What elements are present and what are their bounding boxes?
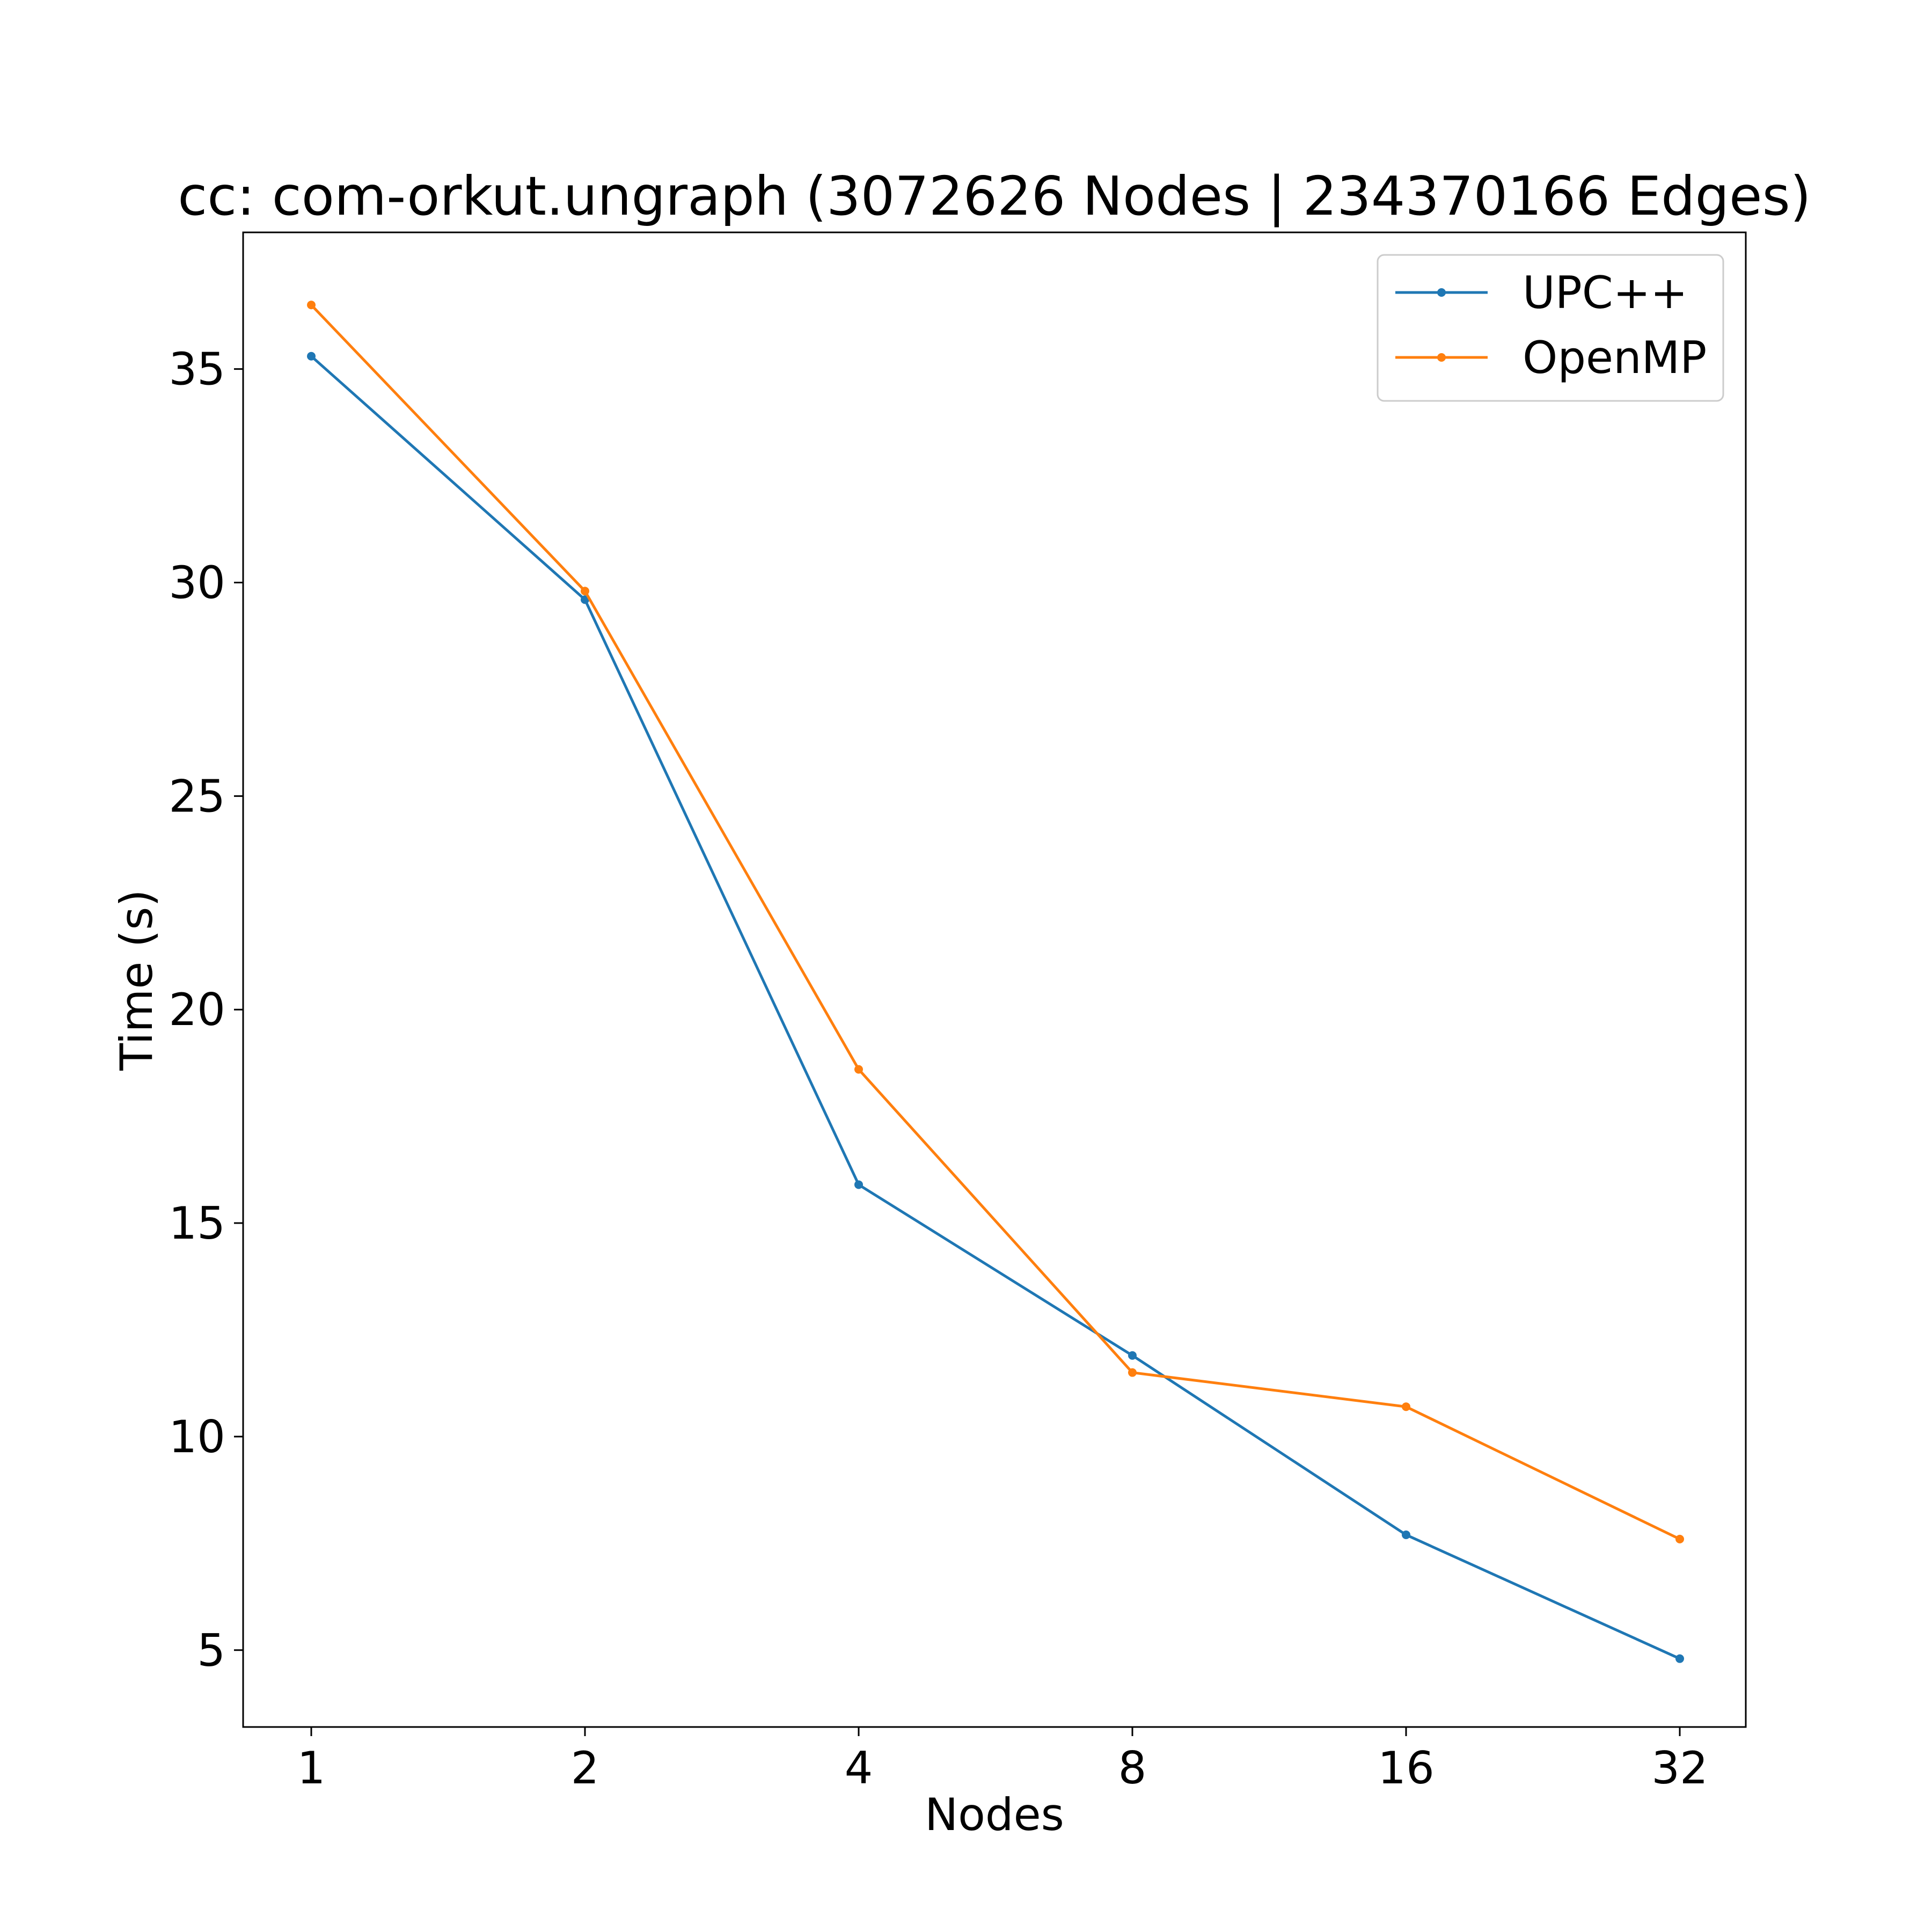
axes-frame — [242, 231, 1747, 1728]
x-tick-label: 8 — [1118, 1742, 1147, 1794]
series-line-upc — [310, 355, 1681, 1660]
x-tick-label: 16 — [1378, 1742, 1435, 1794]
y-tick-label: 35 — [169, 343, 225, 396]
data-point-upc — [854, 1180, 863, 1189]
legend-label-openmp: OpenMP — [1523, 332, 1707, 384]
data-point-openmp — [307, 301, 316, 310]
x-tick-label: 32 — [1651, 1742, 1708, 1794]
legend-marker-openmp — [1437, 353, 1446, 362]
data-point-openmp — [854, 1065, 863, 1074]
x-tick-label: 4 — [845, 1742, 873, 1794]
y-tick-label: 25 — [169, 770, 225, 822]
x-axis: 1 2 4 8 16 32 — [297, 1727, 1708, 1794]
data-point-openmp — [581, 587, 589, 596]
legend-marker-upc — [1437, 288, 1446, 297]
x-tick-label: 1 — [297, 1742, 326, 1794]
chart-title: cc: com-orkut.ungraph (3072626 Nodes | 2… — [178, 165, 1811, 228]
data-point-openmp — [1675, 1534, 1684, 1543]
data-point-upc — [1402, 1530, 1410, 1539]
x-tick-label: 2 — [571, 1742, 599, 1794]
y-axis: 5 10 15 20 25 30 35 — [169, 343, 243, 1677]
y-axis-label: Time (s) — [111, 889, 163, 1071]
data-point-upc — [1128, 1351, 1137, 1360]
y-tick-label: 15 — [169, 1197, 225, 1249]
data-point-upc — [307, 352, 316, 361]
x-axis-label: Nodes — [925, 1789, 1064, 1841]
y-tick-label: 30 — [169, 557, 225, 609]
y-tick-label: 5 — [197, 1624, 225, 1677]
data-point-upc — [1675, 1654, 1684, 1663]
plot-area — [307, 301, 1684, 1663]
y-tick-label: 10 — [169, 1411, 225, 1463]
data-point-openmp — [1402, 1402, 1410, 1411]
legend: UPC++ OpenMP — [1377, 254, 1724, 402]
legend-label-upc: UPC++ — [1523, 267, 1688, 319]
series-line-openmp — [310, 304, 1681, 1541]
y-tick-label: 20 — [169, 984, 225, 1036]
data-point-openmp — [1128, 1368, 1137, 1377]
